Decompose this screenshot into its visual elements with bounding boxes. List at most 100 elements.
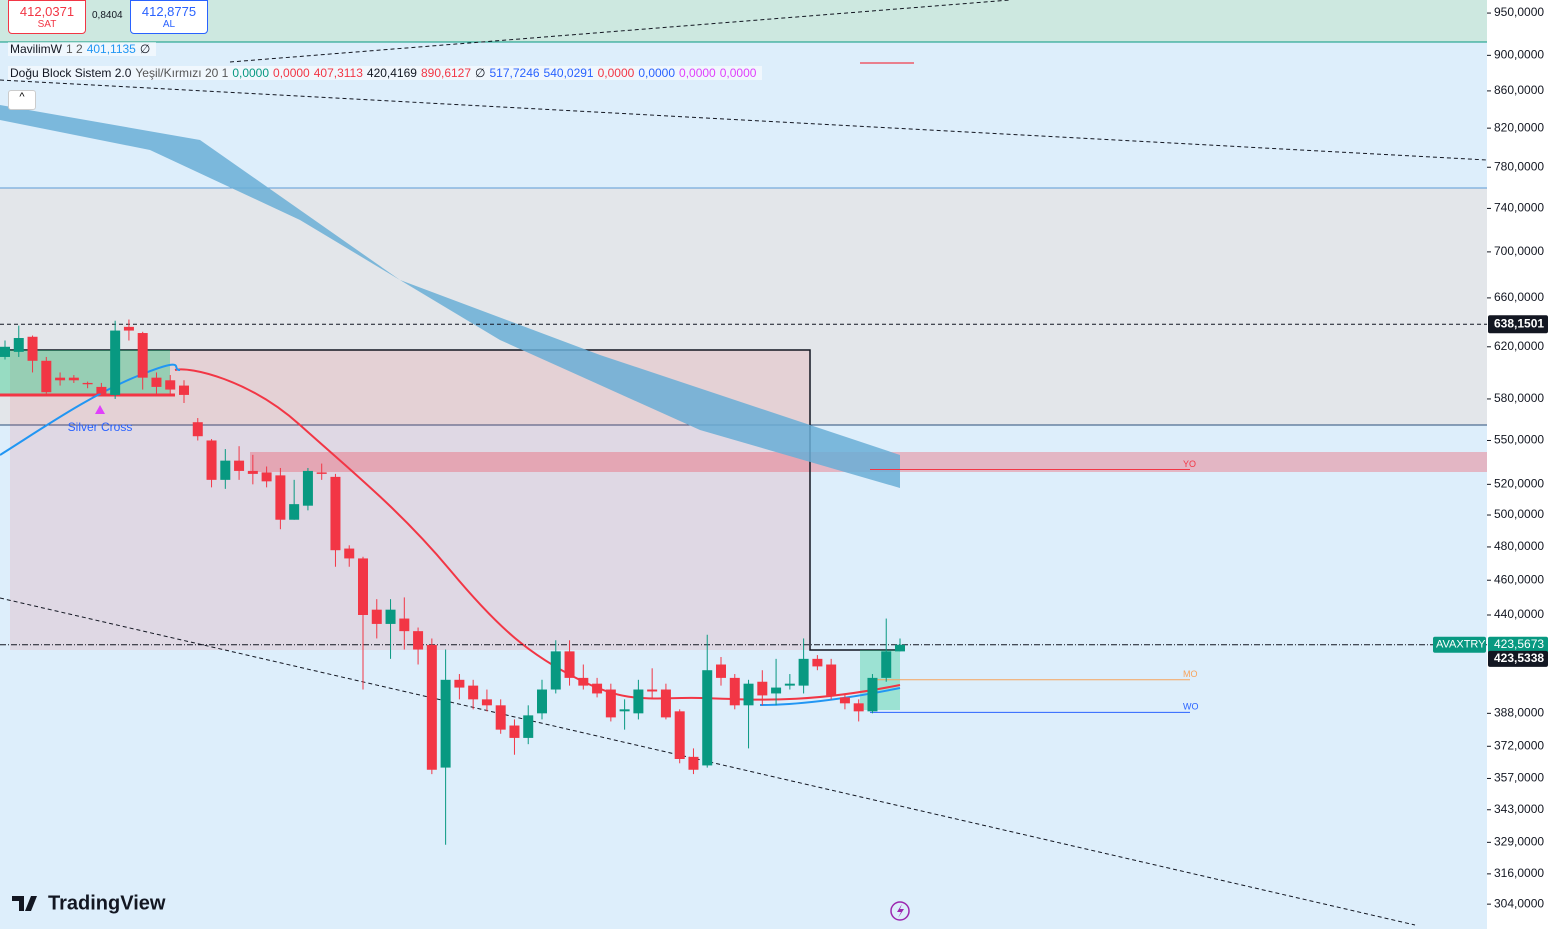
candle-body bbox=[647, 689, 658, 692]
buy-label: AL bbox=[162, 19, 176, 30]
candle-body bbox=[165, 380, 176, 390]
spread: 0,8404 bbox=[92, 10, 123, 21]
candle-body bbox=[895, 644, 905, 652]
y-tick-label: 620,0000 bbox=[1494, 339, 1544, 353]
candle-body bbox=[798, 658, 809, 686]
candle-body bbox=[784, 683, 795, 686]
candle-body bbox=[605, 689, 616, 718]
annotation: Silver Cross bbox=[68, 420, 133, 434]
candle-body bbox=[812, 658, 823, 667]
candle-body bbox=[123, 326, 134, 331]
legend-text: Yeşil/Kırmızı 20 1 bbox=[135, 66, 229, 80]
candle-body bbox=[495, 705, 506, 730]
y-tick-label: 343,0000 bbox=[1494, 802, 1544, 816]
last-price-label: 423,5673 bbox=[1494, 637, 1544, 651]
candle-body bbox=[853, 703, 864, 712]
candle-body bbox=[454, 679, 465, 688]
sell-price: 412,0371 bbox=[19, 4, 75, 19]
logo-mark bbox=[12, 896, 37, 911]
zone-top bbox=[0, 0, 1487, 42]
brand: TradingView bbox=[48, 892, 166, 914]
price-axis bbox=[1487, 0, 1567, 929]
candle-body bbox=[688, 756, 699, 770]
level-label: WO bbox=[1183, 702, 1199, 712]
level-label: YO bbox=[1183, 459, 1196, 469]
candle-body bbox=[344, 548, 355, 559]
flash-icon[interactable] bbox=[890, 901, 910, 921]
candle-body bbox=[826, 664, 837, 696]
legend-text: 420,4169 bbox=[366, 66, 417, 80]
y-tick-label: 372,0000 bbox=[1494, 738, 1544, 752]
indicator-legend[interactable]: MavilimW 1 2 401,1135 ∅ bbox=[8, 42, 157, 56]
candle-body bbox=[578, 677, 589, 686]
candle-body bbox=[564, 651, 575, 678]
candle-body bbox=[633, 689, 644, 714]
candle-body bbox=[68, 377, 79, 381]
zone-grey bbox=[0, 188, 1487, 425]
plot: 950,0000 900,0000 860,0000 820,0000 780,0000… bbox=[0, 5, 1548, 910]
level-label: MO bbox=[1183, 669, 1198, 679]
y-tick-label: 520,0000 bbox=[1494, 477, 1544, 491]
legend-text: 0,0000 bbox=[719, 66, 757, 80]
candle-body bbox=[247, 470, 258, 474]
price-label: 638,1501 bbox=[1494, 316, 1544, 330]
price-label-bg bbox=[1488, 315, 1548, 334]
buy-price: 412,8775 bbox=[141, 4, 197, 19]
y-tick-label: 820,0000 bbox=[1494, 120, 1544, 134]
legend-text: 1 2 bbox=[66, 42, 83, 56]
sell-button[interactable]: 412,0371 SAT bbox=[8, 0, 86, 34]
candle-body bbox=[468, 685, 479, 700]
y-tick-label: 500,0000 bbox=[1494, 507, 1544, 521]
legend-text: 890,6127 bbox=[420, 66, 472, 80]
y-tick-label: 480,0000 bbox=[1494, 539, 1544, 553]
y-tick-label: 700,0000 bbox=[1494, 244, 1544, 258]
candle-body bbox=[13, 338, 24, 352]
candle-body bbox=[619, 709, 630, 712]
candle-body bbox=[302, 470, 313, 506]
y-tick-label: 304,0000 bbox=[1494, 896, 1544, 910]
legend-text: 0,0000 bbox=[273, 66, 310, 80]
y-tick-label: 460,0000 bbox=[1494, 572, 1544, 586]
candle-body bbox=[96, 386, 107, 394]
candle-body bbox=[316, 472, 327, 474]
trend-line bbox=[0, 79, 1488, 161]
y-tick-label: 900,0000 bbox=[1494, 48, 1544, 62]
candle-body bbox=[358, 558, 368, 615]
y-tick-label: 440,0000 bbox=[1494, 607, 1544, 621]
collapse-button[interactable]: ^ bbox=[8, 90, 36, 110]
candle-body bbox=[537, 689, 547, 714]
sell-label: SAT bbox=[37, 19, 57, 30]
candle-body bbox=[137, 333, 148, 378]
candle-body bbox=[206, 440, 217, 480]
candle-body bbox=[523, 715, 534, 738]
candle-body bbox=[55, 377, 66, 381]
candle-body bbox=[220, 460, 231, 480]
candle-body bbox=[0, 346, 10, 357]
candle-body bbox=[179, 385, 189, 395]
y-tick-label: 550,0000 bbox=[1494, 433, 1544, 447]
candle-body bbox=[729, 677, 740, 706]
buy-button[interactable]: 412,8775 AL bbox=[130, 0, 208, 34]
legend-text: 0,0000 bbox=[679, 66, 716, 80]
y-tick-label: 316,0000 bbox=[1494, 866, 1544, 880]
candle-body bbox=[151, 377, 162, 387]
block-outline bbox=[10, 349, 895, 651]
candle-body bbox=[371, 609, 382, 624]
legend-text: MavilimW bbox=[10, 42, 62, 56]
candle-body bbox=[440, 679, 451, 768]
legend-text: 0,0000 bbox=[232, 66, 270, 80]
candle-body bbox=[867, 677, 878, 712]
candle-body bbox=[660, 689, 671, 718]
legend-text: ∅ bbox=[139, 42, 151, 56]
legend-text: 517,7246 bbox=[489, 66, 540, 80]
y-tick-label: 357,0000 bbox=[1494, 771, 1544, 785]
symbol-label: AVAXTRY bbox=[1436, 639, 1486, 651]
cross-marker bbox=[95, 405, 105, 414]
candle-body bbox=[330, 476, 341, 551]
mark-price-label: 423,5338 bbox=[1494, 651, 1544, 665]
mark-price-bg bbox=[1488, 650, 1548, 667]
candle-body bbox=[509, 725, 520, 738]
candle-body bbox=[192, 422, 203, 437]
